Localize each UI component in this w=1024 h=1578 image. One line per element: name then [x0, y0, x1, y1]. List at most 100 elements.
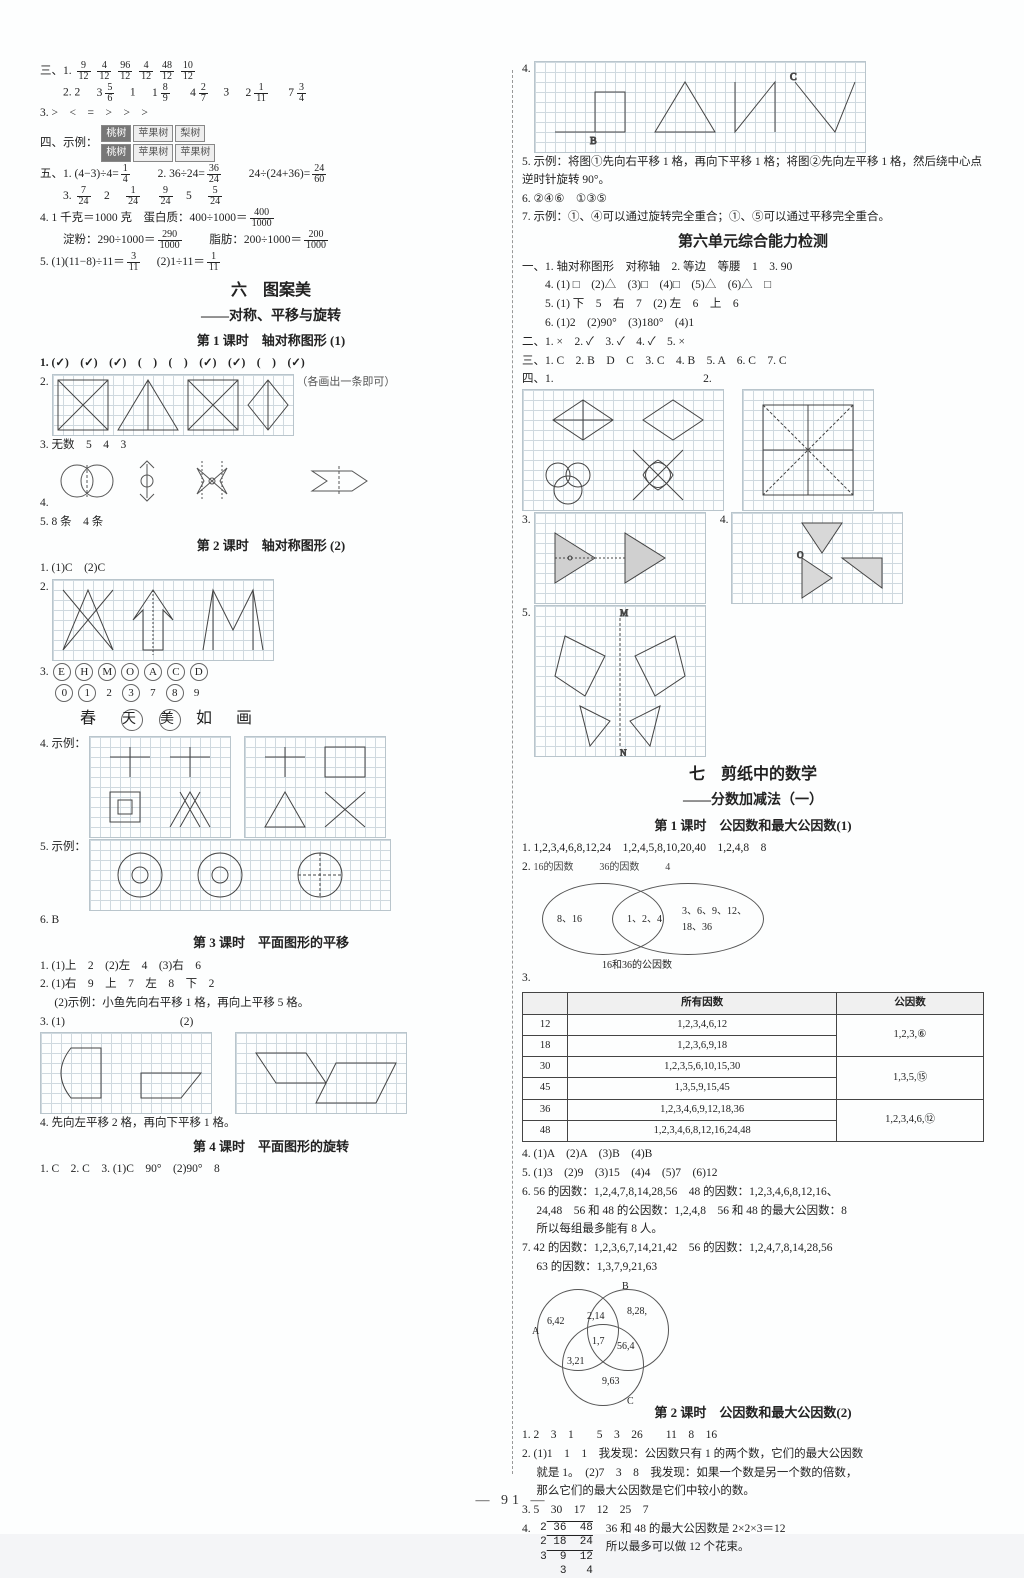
txt: 24÷(24+36)=	[226, 168, 310, 180]
u6-1-5: 5. (1) 下 5 右 7 (2) 左 6 上 6	[522, 296, 984, 314]
venn-b: 16和36的公因数	[602, 958, 672, 974]
grid-u6-3a	[534, 512, 706, 604]
td: 36	[523, 1099, 568, 1120]
td: 30	[523, 1057, 568, 1078]
th: 公因数	[837, 993, 984, 1014]
page: 三、1. 912 412 9612 412 4812 1012 2. 2 356…	[0, 0, 1024, 1534]
lesson-1: 第 1 课时 轴对称图形 (1)	[40, 331, 502, 351]
right-column: 4. B C 5. 示例：将图①先向右平移 1 格，再向下平移 1 格；将图②先…	[512, 60, 994, 1504]
cn: 1	[78, 684, 96, 702]
column-divider	[512, 70, 513, 1474]
factors-table: 所有因数 公因数 121,2,3,4,6,121,2,3,⑥ 181,2,3,6…	[522, 992, 984, 1142]
cl: C	[167, 663, 185, 681]
q5-5: 5. (1)(11−8)÷11＝311 (2)1÷11＝111	[40, 252, 502, 273]
title-7: 七 剪纸中的数学	[522, 763, 984, 788]
lesson-3: 第 3 课时 平面图形的平移	[40, 933, 502, 953]
cn: 2	[101, 685, 117, 701]
q7-6b: 24,48 56 和 48 的公因数：1,2,4,8 56 和 48 的最大公因…	[522, 1203, 984, 1221]
grid-u6-4a	[522, 389, 724, 511]
l5-label: 5. 示例：	[40, 841, 86, 853]
l2-4: 4. 示例：	[40, 736, 502, 838]
l1-1: 1. (✓) (✓) (✓) ( ) ( ) (✓) (✓) ( ) (✓)	[40, 355, 502, 373]
cl: A	[144, 663, 162, 681]
q7-7a: 7. 42 的因数：1,2,3,6,7,14,21,42 56 的因数：1,2,…	[522, 1240, 984, 1258]
txt: 脂肪：200÷1000＝	[186, 234, 302, 246]
q5-1: 五、1. (4−3)÷4=14 2. 36÷24=3624 24÷(24+36)…	[40, 164, 502, 185]
grid-3-1	[40, 1032, 212, 1114]
grid-u6-3b: O	[731, 512, 903, 604]
u6-4: 四、1. 2.	[522, 371, 984, 511]
q7-4: 4. (1)A (2)A (3)B (4)B	[522, 1146, 984, 1164]
cw: 美	[159, 709, 181, 731]
q72-1: 1. 2 3 1 5 3 26 11 8 16	[522, 1427, 984, 1445]
cn: 9	[189, 685, 205, 701]
l1-2: 2. （各画出一条即可）	[40, 374, 502, 436]
r-6: 6. ②④⑥ ①③⑤	[522, 191, 984, 209]
title-6-sub: ——对称、平移与旋转	[40, 306, 502, 328]
grid-shapes-2	[52, 579, 274, 661]
td: 1,2,3,4,6,9,12,18,36	[568, 1099, 837, 1120]
shapes-row	[52, 456, 452, 506]
q7-3: 3. 所有因数 公因数 121,2,3,4,6,121,2,3,⑥ 181,2,…	[522, 970, 984, 1142]
l3-3-label: 3. (1) (2)	[40, 1016, 193, 1028]
td: 1,2,3,5,6,10,15,30	[568, 1057, 837, 1078]
l3-2a: 2. (1)右 9 上 7 左 8 下 2	[40, 976, 502, 994]
venn-r: 3、6、9、12、18、36	[682, 904, 752, 935]
page-number: 91	[501, 1493, 523, 1508]
u6-4-row2: 3. 4. O	[522, 512, 984, 604]
cn: 8	[166, 684, 184, 702]
grid-r4: B C	[534, 61, 866, 153]
vbc: 56,4	[617, 1339, 635, 1355]
u6-1-4: 4. (1) □ (2)△ (3)□ (4)□ (5)△ (6)△ □	[522, 277, 984, 295]
l3-2b: (2)示例：小鱼先向右平移 1 格，再向上平移 5 格。	[40, 995, 502, 1013]
vA: A	[532, 1324, 539, 1340]
grid-4a	[89, 736, 231, 838]
lesson-2: 第 2 课时 轴对称图形 (2)	[40, 536, 502, 556]
lbl: 4	[665, 862, 670, 873]
venn-2: 8、16 1、2、4 3、6、9、12、18、36 16和36的公因数	[532, 878, 792, 968]
l1-4: 4.	[40, 456, 502, 513]
svg-text:C: C	[790, 72, 797, 83]
txt: 5. (1)(11−8)÷11＝	[40, 256, 125, 268]
grid-u6-4b	[742, 389, 874, 511]
txt: 2. 36÷24=	[135, 168, 205, 180]
l2-2: 2.	[40, 579, 502, 661]
u6-3: 三、1. C 2. B D C 3. C 4. B 5. A 6. C 7. C	[522, 353, 984, 371]
l3-3: 3. (1) (2)	[40, 1014, 502, 1114]
lesson-7-2: 第 2 课时 公因数和最大公因数(2)	[522, 1403, 984, 1423]
cl: D	[190, 663, 208, 681]
u6-2: 二、1. × 2. ✓ 3. ✓ 4. ✓ 5. ×	[522, 334, 984, 352]
vC: C	[627, 1394, 634, 1410]
lbl: 16的因数	[534, 862, 574, 873]
vb: 8,28,	[627, 1304, 647, 1320]
ladder-division: 2 36 48 2 18 24 3 9 12 3 4	[534, 1521, 593, 1578]
svg-text:B: B	[590, 136, 597, 147]
svg-text:M: M	[620, 608, 628, 618]
td: 1,2,3,⑥	[837, 1014, 984, 1057]
title-6: 六 图案美	[40, 279, 502, 304]
q72-2a: 2. (1)1 1 1 我发现：公因数只有 1 的两个数，它们的最大公因数	[522, 1446, 984, 1464]
l3-4: 4. 先向左平移 2 格，再向下平移 1 格。	[40, 1115, 502, 1133]
grid-3-2	[235, 1032, 407, 1114]
grid-4b	[244, 736, 386, 838]
td: 1,2,3,6,9,18	[568, 1035, 837, 1056]
u6-1-1: 一、1. 轴对称图形 对称轴 2. 等边 等腰 1 3. 90	[522, 259, 984, 277]
l1-3: 3. 无数 5 4 3	[40, 437, 502, 455]
txt: 五、1. (4−3)÷4=	[40, 168, 119, 180]
q72-4: 4. 2 36 48 2 18 24 3 9 12 3 4 36 和 48 的最…	[522, 1521, 984, 1578]
lesson-4: 第 4 课时 平面图形的旋转	[40, 1137, 502, 1157]
q7-6a: 6. 56 的因数：1,2,4,7,8,14,28,56 48 的因数：1,2,…	[522, 1184, 984, 1202]
td: 1,3,5,9,15,45	[568, 1078, 837, 1099]
l4-label: 4. 示例：	[40, 738, 86, 750]
th: 所有因数	[568, 993, 837, 1014]
lesson-7-1: 第 1 课时 公因数和最大公因数(1)	[522, 816, 984, 836]
q4-row: 四、示例： 桃树苹果树梨树 桃树苹果树苹果树	[40, 124, 502, 163]
venn-3: A B C 6,42 8,28, 2,14 56,4 3,21 1,7 9,63	[532, 1279, 692, 1399]
cl: O	[121, 663, 139, 681]
q4-label: 四、示例：	[40, 137, 98, 149]
q5-3: 3. 724 2 124 924 5 524	[40, 186, 502, 207]
l4-1: 1. C 2. C 3. (1)C 90° (2)90° 8	[40, 1161, 502, 1179]
td: 1,3,5,⑮	[837, 1057, 984, 1100]
cn: 7	[145, 685, 161, 701]
td: 12	[523, 1014, 568, 1035]
